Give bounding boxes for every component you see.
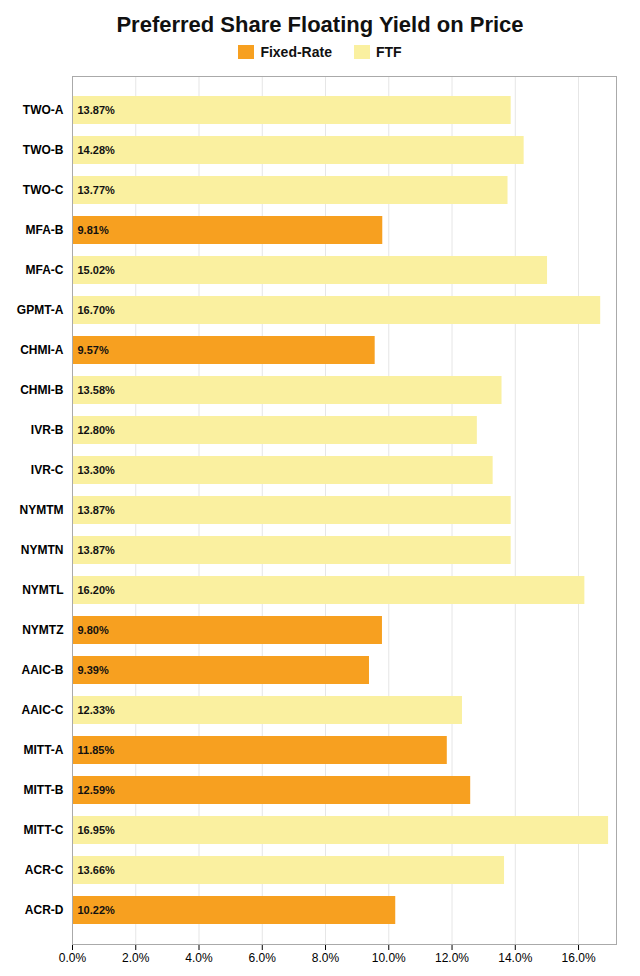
svg-text:MFA-C: MFA-C: [26, 263, 64, 277]
svg-text:NYMTZ: NYMTZ: [22, 623, 63, 637]
svg-text:IVR-B: IVR-B: [31, 423, 64, 437]
svg-text:14.0%: 14.0%: [498, 951, 532, 965]
svg-text:10.0%: 10.0%: [372, 951, 406, 965]
svg-text:TWO-C: TWO-C: [23, 183, 64, 197]
svg-text:MITT-A: MITT-A: [24, 743, 64, 757]
svg-text:13.87%: 13.87%: [78, 104, 116, 116]
svg-text:9.39%: 9.39%: [78, 664, 109, 676]
svg-text:16.20%: 16.20%: [78, 584, 116, 596]
svg-text:2.0%: 2.0%: [122, 951, 150, 965]
svg-text:8.0%: 8.0%: [312, 951, 340, 965]
svg-text:12.33%: 12.33%: [78, 704, 116, 716]
svg-text:AAIC-B: AAIC-B: [22, 663, 64, 677]
svg-text:13.30%: 13.30%: [78, 464, 116, 476]
svg-text:12.80%: 12.80%: [78, 424, 116, 436]
svg-text:MITT-C: MITT-C: [24, 823, 64, 837]
svg-text:NYMTN: NYMTN: [21, 543, 64, 557]
svg-text:6.0%: 6.0%: [249, 951, 277, 965]
svg-text:16.0%: 16.0%: [562, 951, 596, 965]
svg-text:NYMTL: NYMTL: [22, 583, 63, 597]
svg-text:CHMI-B: CHMI-B: [20, 383, 64, 397]
svg-text:CHMI-A: CHMI-A: [20, 343, 64, 357]
svg-text:9.81%: 9.81%: [78, 224, 109, 236]
svg-text:0.0%: 0.0%: [59, 951, 87, 965]
svg-text:AAIC-C: AAIC-C: [22, 703, 64, 717]
svg-text:13.87%: 13.87%: [78, 544, 116, 556]
svg-text:TWO-A: TWO-A: [23, 103, 64, 117]
svg-text:12.0%: 12.0%: [435, 951, 469, 965]
html-text:FTF: FTF: [376, 44, 402, 60]
svg-text:NYMTM: NYMTM: [20, 503, 64, 517]
svg-text:13.77%: 13.77%: [78, 184, 116, 196]
svg-text:MFA-B: MFA-B: [26, 223, 64, 237]
svg-text:9.57%: 9.57%: [78, 344, 109, 356]
svg-text:12.59%: 12.59%: [78, 784, 116, 796]
svg-text:13.58%: 13.58%: [78, 384, 116, 396]
svg-text:10.22%: 10.22%: [78, 904, 116, 916]
html-text:Fixed-Rate: Fixed-Rate: [260, 44, 332, 60]
svg-text:IVR-C: IVR-C: [31, 463, 64, 477]
svg-text:MITT-B: MITT-B: [24, 783, 64, 797]
svg-text:13.87%: 13.87%: [78, 504, 116, 516]
svg-text:9.80%: 9.80%: [78, 624, 109, 636]
html-text:Preferred Share Floating Yield: Preferred Share Floating Yield on Price: [116, 12, 524, 37]
svg-text:GPMT-A: GPMT-A: [17, 303, 64, 317]
svg-text:TWO-B: TWO-B: [23, 143, 64, 157]
svg-text:ACR-D: ACR-D: [25, 903, 64, 917]
svg-text:16.70%: 16.70%: [78, 304, 116, 316]
svg-text:ACR-C: ACR-C: [25, 863, 64, 877]
svg-text:13.66%: 13.66%: [78, 864, 116, 876]
svg-text:16.95%: 16.95%: [78, 824, 116, 836]
svg-text:11.85%: 11.85%: [78, 744, 115, 756]
svg-text:15.02%: 15.02%: [78, 264, 116, 276]
svg-text:4.0%: 4.0%: [185, 951, 213, 965]
svg-text:14.28%: 14.28%: [78, 144, 116, 156]
